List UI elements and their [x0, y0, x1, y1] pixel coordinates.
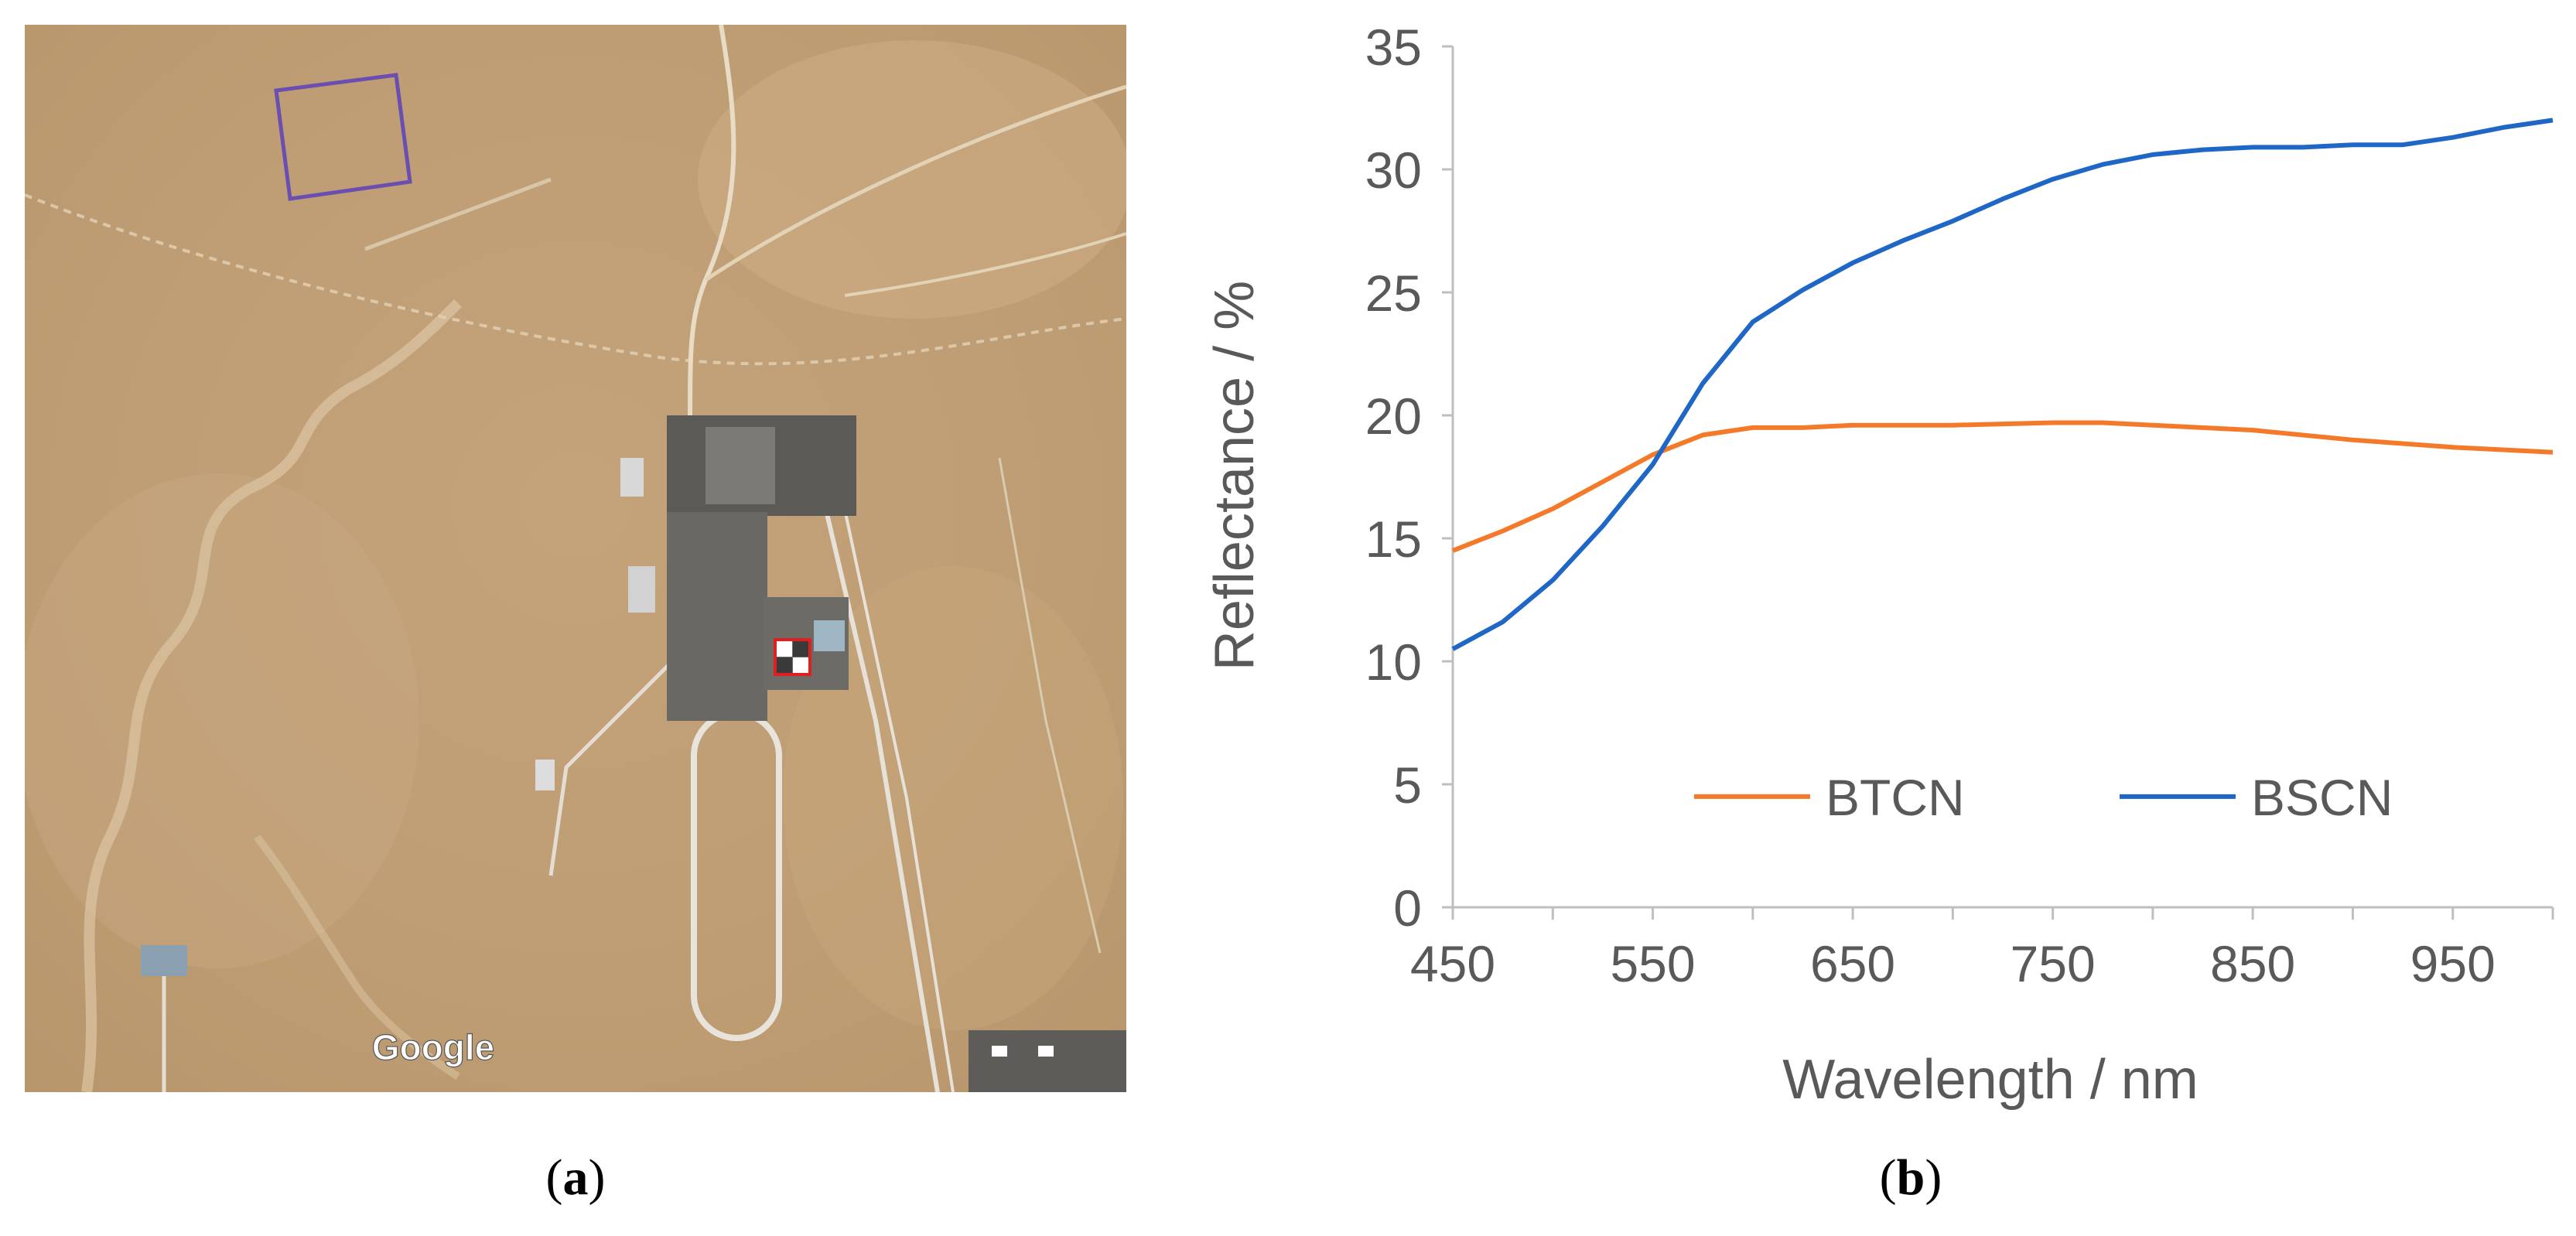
dirt-track [704, 84, 1126, 282]
dirt-track [844, 232, 1126, 297]
satellite-image: Google [25, 25, 1126, 1092]
facility-building [620, 458, 644, 497]
x-tick-label: 650 [1810, 935, 1895, 992]
satellite-image-svg: Google [25, 25, 1126, 1092]
dirt-track [364, 177, 552, 251]
dirt-track [688, 25, 736, 428]
facility-building [141, 945, 187, 976]
y-tick-label: 20 [1365, 388, 1422, 445]
facility-building [992, 1046, 1007, 1057]
x-axis: 450 550 650 750 850 950 [1410, 906, 2554, 992]
x-tick-label: 750 [2011, 935, 2096, 992]
dry-riverbed [81, 299, 462, 1092]
terrain-patch [698, 40, 1126, 319]
x-tick-label: 450 [1410, 935, 1495, 992]
y-tick-label: 30 [1365, 142, 1422, 199]
series-line-bscn [1451, 118, 2554, 651]
chart-svg: 0 5 10 15 20 25 30 35 450 550 650 750 850 950 BTCN BS… [1204, 19, 2554, 1111]
x-tick-label: 850 [2210, 935, 2295, 992]
facility-building [667, 512, 767, 721]
caption-a: (a) [545, 1149, 606, 1206]
x-tick-label: 950 [2410, 935, 2496, 992]
facility-building [969, 1030, 1126, 1092]
y-tick-label: 10 [1365, 633, 1422, 691]
site-box [274, 73, 412, 201]
y-tick-label: 15 [1365, 510, 1422, 568]
calibration-target [775, 657, 792, 674]
dry-riverbed [254, 834, 460, 1081]
facility-building [1038, 1046, 1054, 1057]
y-axis: 0 5 10 15 20 25 30 35 [1365, 19, 1454, 937]
legend: BTCN BSCN [1694, 769, 2393, 826]
terrain-patch [25, 473, 419, 968]
paved-road [548, 642, 692, 876]
google-watermark: Google [372, 1027, 494, 1067]
dirt-track [25, 193, 1126, 366]
paved-road [811, 457, 940, 1092]
y-tick-label: 35 [1365, 19, 1422, 76]
y-axis-label: Reflectance / % [1207, 281, 1266, 671]
y-tick-label: 5 [1393, 756, 1422, 814]
paved-road [835, 473, 955, 1092]
calibration-target [775, 640, 792, 657]
legend-label-bscn: BSCN [2251, 769, 2393, 826]
legend-label-btcn: BTCN [1826, 769, 1965, 826]
calibration-target [793, 657, 810, 674]
facility-roof [814, 620, 845, 651]
caption-b: (b) [1879, 1149, 1942, 1206]
x-tick-label: 550 [1610, 935, 1695, 992]
facility-building [628, 566, 655, 613]
facility-building [535, 760, 555, 790]
x-axis-label: Wavelength / nm [1782, 1049, 2198, 1111]
reflectance-chart: 0 5 10 15 20 25 30 35 450 550 650 750 850 950 BTCN BS… [1204, 0, 2576, 1137]
dirt-track [998, 457, 1102, 954]
series-line-btcn [1451, 420, 2554, 553]
target-box [774, 638, 811, 676]
calibration-target [793, 640, 810, 657]
y-tick-label: 0 [1393, 879, 1422, 937]
y-tick-label: 25 [1365, 265, 1422, 322]
facility-building [705, 427, 775, 504]
series-group [1451, 118, 2554, 651]
